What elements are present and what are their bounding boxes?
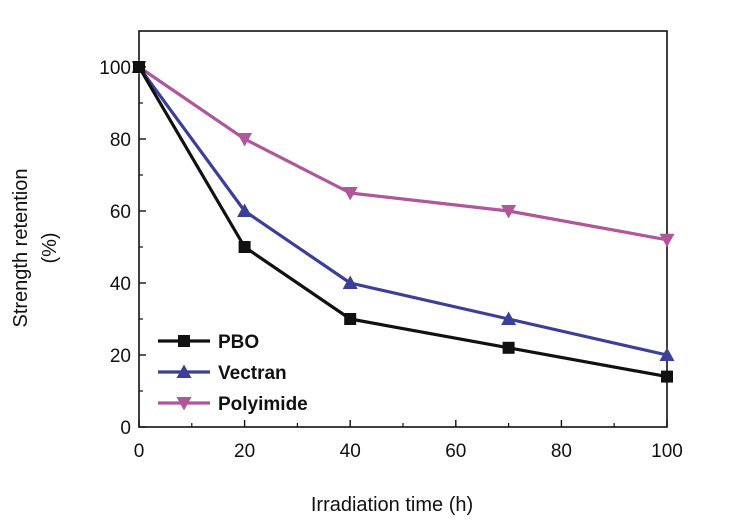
series-pbo (133, 61, 673, 383)
data-point-vectran (237, 203, 253, 217)
legend: PBO Vectran Polyimide (158, 332, 308, 415)
data-point-pbo (238, 241, 251, 253)
legend-marker-vectran (176, 364, 192, 378)
y-tick-label: 60 (110, 202, 131, 223)
data-point-pbo (344, 313, 357, 325)
data-point-pbo (661, 370, 673, 383)
x-tick-label: 60 (445, 441, 466, 462)
y-axis-ticks: 0 20 40 60 80 100 (99, 58, 146, 439)
data-point-vectran (342, 275, 358, 289)
series-line-pbo (137, 66, 668, 379)
y-tick-label: 0 (120, 418, 131, 439)
y-tick-label: 40 (110, 274, 131, 295)
data-point-vectran (659, 347, 675, 361)
legend-label-polyimide: Polyimide (218, 394, 308, 415)
legend-label-vectran: Vectran (218, 363, 287, 384)
series-vectran (131, 59, 675, 361)
x-tick-label: 40 (340, 441, 361, 462)
x-axis-label: Irradiation time (h) (311, 494, 473, 516)
data-point-vectran (501, 311, 517, 325)
legend-item-polyimide: Polyimide (158, 394, 308, 415)
legend-marker-polyimide (176, 397, 192, 411)
legend-item-vectran: Vectran (158, 363, 287, 384)
series-polyimide (131, 61, 675, 248)
series-line-polyimide (138, 65, 668, 242)
series-line-vectran (137, 66, 668, 357)
y-axis-label: Strength retention (10, 169, 32, 328)
y-tick-label: 80 (110, 130, 131, 151)
x-tick-label: 20 (234, 441, 255, 462)
y-axis-label-unit: (%) (39, 232, 61, 263)
data-point-polyimide (659, 233, 675, 248)
legend-marker-pbo (178, 335, 190, 347)
data-point-pbo (133, 61, 145, 73)
legend-item-pbo: PBO (158, 332, 259, 353)
data-point-pbo (502, 341, 515, 354)
series-layer (131, 59, 675, 383)
data-point-polyimide (237, 133, 253, 147)
x-tick-label: 100 (651, 441, 683, 462)
y-tick-label: 100 (99, 58, 131, 79)
x-tick-label: 0 (134, 441, 145, 462)
data-point-polyimide (501, 205, 517, 219)
x-tick-label: 80 (551, 441, 572, 462)
data-point-polyimide (342, 187, 358, 201)
legend-label-pbo: PBO (218, 332, 259, 353)
x-axis-ticks: 0 20 40 60 80 100 (134, 420, 683, 462)
y-tick-label: 20 (110, 346, 131, 367)
